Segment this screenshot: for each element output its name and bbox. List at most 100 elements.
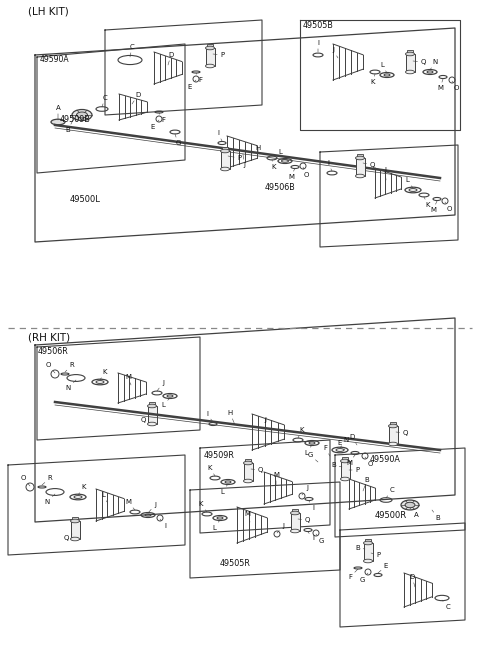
Ellipse shape bbox=[220, 167, 229, 171]
Text: (LH KIT): (LH KIT) bbox=[28, 7, 69, 17]
Text: N: N bbox=[65, 380, 76, 391]
Text: N: N bbox=[340, 437, 348, 448]
Text: J: J bbox=[264, 417, 266, 429]
Text: I: I bbox=[217, 130, 222, 141]
Text: M: M bbox=[125, 374, 131, 385]
Text: L: L bbox=[278, 149, 285, 159]
Text: E: E bbox=[188, 80, 196, 90]
Ellipse shape bbox=[72, 109, 92, 121]
Text: G: G bbox=[360, 573, 368, 583]
Ellipse shape bbox=[401, 500, 419, 510]
Text: K: K bbox=[199, 501, 207, 512]
Text: F: F bbox=[323, 445, 330, 456]
Ellipse shape bbox=[147, 404, 156, 408]
Text: L: L bbox=[405, 177, 413, 188]
Text: Q: Q bbox=[63, 534, 72, 541]
Text: O: O bbox=[20, 475, 30, 486]
Ellipse shape bbox=[147, 422, 156, 426]
Text: Q: Q bbox=[298, 517, 310, 523]
Text: J: J bbox=[384, 167, 386, 180]
Text: M: M bbox=[244, 511, 250, 522]
Text: 49590A: 49590A bbox=[40, 55, 70, 65]
Text: L: L bbox=[220, 484, 228, 495]
Text: Q: Q bbox=[140, 417, 149, 423]
Text: F: F bbox=[348, 569, 358, 580]
Text: I: I bbox=[317, 40, 319, 52]
Text: K: K bbox=[298, 427, 304, 438]
Text: C: C bbox=[442, 600, 450, 610]
Text: K: K bbox=[208, 465, 215, 476]
Text: I: I bbox=[160, 519, 166, 529]
Text: D: D bbox=[168, 52, 174, 65]
Ellipse shape bbox=[356, 156, 364, 159]
Text: A: A bbox=[56, 105, 60, 120]
Ellipse shape bbox=[290, 511, 300, 515]
Text: E: E bbox=[378, 563, 388, 573]
Text: G: G bbox=[316, 534, 324, 544]
Text: K: K bbox=[424, 197, 430, 208]
Text: J: J bbox=[277, 523, 284, 533]
Text: L: L bbox=[161, 398, 170, 408]
Text: O: O bbox=[45, 362, 55, 373]
Ellipse shape bbox=[405, 502, 415, 507]
Text: P: P bbox=[228, 155, 241, 161]
Bar bbox=[407, 50, 413, 54]
Bar bbox=[72, 517, 78, 521]
Text: P: P bbox=[349, 467, 359, 473]
Text: I: I bbox=[308, 532, 314, 541]
Ellipse shape bbox=[243, 479, 252, 483]
Text: G: G bbox=[307, 452, 318, 462]
Text: L: L bbox=[380, 62, 387, 73]
Text: 49509R: 49509R bbox=[204, 451, 235, 459]
Text: Q: Q bbox=[413, 59, 426, 65]
Bar bbox=[222, 147, 228, 151]
Bar bbox=[390, 422, 396, 426]
Text: D: D bbox=[132, 92, 141, 104]
Ellipse shape bbox=[406, 71, 415, 74]
Text: (RH KIT): (RH KIT) bbox=[28, 333, 70, 343]
Ellipse shape bbox=[205, 64, 215, 68]
Text: 49500R: 49500R bbox=[375, 511, 407, 519]
Text: I: I bbox=[327, 160, 332, 171]
Text: K: K bbox=[272, 160, 276, 170]
Bar bbox=[149, 402, 155, 406]
Text: 49509B: 49509B bbox=[60, 115, 91, 125]
Text: L: L bbox=[212, 520, 220, 531]
Text: H: H bbox=[255, 145, 261, 152]
Ellipse shape bbox=[51, 119, 65, 125]
Text: A: A bbox=[410, 508, 419, 518]
Ellipse shape bbox=[363, 559, 372, 563]
Text: B: B bbox=[432, 510, 440, 521]
Bar bbox=[290, 513, 300, 531]
Text: K: K bbox=[371, 74, 375, 85]
Text: N: N bbox=[430, 59, 438, 70]
Text: L: L bbox=[304, 445, 312, 456]
Text: O: O bbox=[452, 81, 459, 91]
Text: O: O bbox=[303, 167, 309, 178]
Text: I: I bbox=[309, 501, 314, 511]
Text: M: M bbox=[346, 455, 355, 466]
Bar bbox=[342, 457, 348, 461]
Bar bbox=[357, 154, 363, 158]
Ellipse shape bbox=[356, 174, 364, 178]
Ellipse shape bbox=[290, 529, 300, 532]
Bar bbox=[207, 44, 213, 48]
Ellipse shape bbox=[76, 112, 87, 118]
Text: E: E bbox=[151, 120, 159, 130]
Text: J: J bbox=[243, 154, 245, 168]
Text: P: P bbox=[371, 552, 380, 558]
Text: M: M bbox=[288, 168, 295, 180]
Ellipse shape bbox=[340, 459, 349, 463]
Text: 49505R: 49505R bbox=[220, 559, 251, 569]
Text: O: O bbox=[445, 202, 452, 212]
Ellipse shape bbox=[388, 442, 397, 445]
Bar bbox=[220, 151, 229, 169]
Text: O: O bbox=[365, 457, 372, 467]
Bar bbox=[245, 459, 251, 463]
Text: B: B bbox=[332, 462, 342, 468]
Bar bbox=[406, 54, 415, 72]
Bar bbox=[340, 461, 349, 479]
Ellipse shape bbox=[71, 519, 80, 523]
Text: 49506R: 49506R bbox=[38, 347, 69, 357]
Text: K: K bbox=[78, 484, 86, 495]
